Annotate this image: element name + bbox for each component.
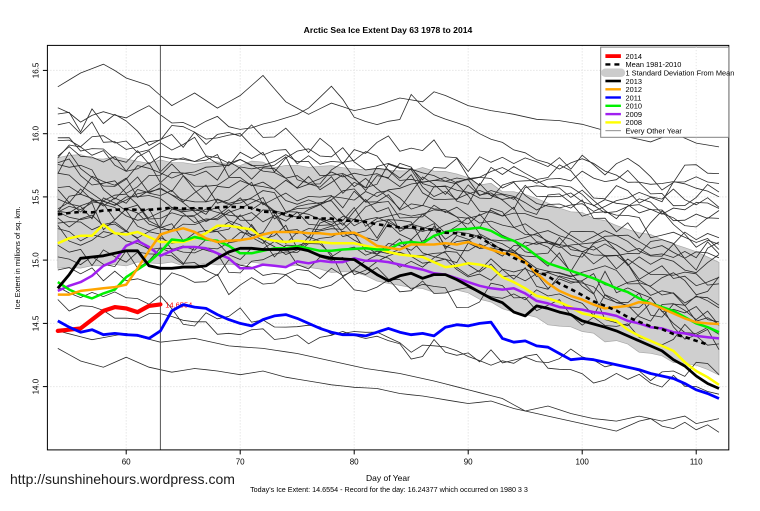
svg-text:2008: 2008 (626, 118, 642, 127)
svg-text:15.5: 15.5 (32, 189, 41, 205)
svg-text:16.5: 16.5 (32, 62, 41, 78)
svg-text:2014: 2014 (626, 52, 642, 61)
svg-text:2010: 2010 (626, 102, 642, 111)
svg-text:14.0: 14.0 (32, 378, 41, 394)
svg-text:16.0: 16.0 (32, 125, 41, 141)
svg-text:1 Standard Deviation From Mean: 1 Standard Deviation From Mean (626, 69, 735, 78)
svg-text:14.6554: 14.6554 (165, 301, 192, 310)
svg-text:100: 100 (576, 458, 590, 467)
svg-text:14.5: 14.5 (32, 315, 41, 331)
svg-text:2013: 2013 (626, 77, 642, 86)
svg-text:110: 110 (690, 458, 703, 467)
svg-text:2011: 2011 (626, 93, 642, 102)
svg-text:80: 80 (350, 458, 359, 467)
svg-text:Arctic Sea Ice Extent Day 63 1: Arctic Sea Ice Extent Day 63 1978 to 201… (304, 25, 473, 35)
svg-text:Day of Year: Day of Year (366, 473, 410, 483)
svg-text:http://sunshinehours.wordpress: http://sunshinehours.wordpress.com (10, 471, 235, 487)
svg-text:Mean 1981-2010: Mean 1981-2010 (626, 60, 682, 69)
svg-text:70: 70 (236, 458, 245, 467)
svg-text:Ice Extent in millions of sq.: Ice Extent in millions of sq. km. (13, 207, 22, 310)
svg-text:2012: 2012 (626, 85, 642, 94)
svg-text:15.0: 15.0 (32, 252, 41, 268)
svg-text:Today's Ice Extent: 14.6554 -: Today's Ice Extent: 14.6554 - Record for… (250, 485, 528, 494)
svg-text:Every Other Year: Every Other Year (626, 127, 683, 136)
svg-text:90: 90 (464, 458, 473, 467)
svg-text:2009: 2009 (626, 110, 642, 119)
svg-text:60: 60 (122, 458, 131, 467)
